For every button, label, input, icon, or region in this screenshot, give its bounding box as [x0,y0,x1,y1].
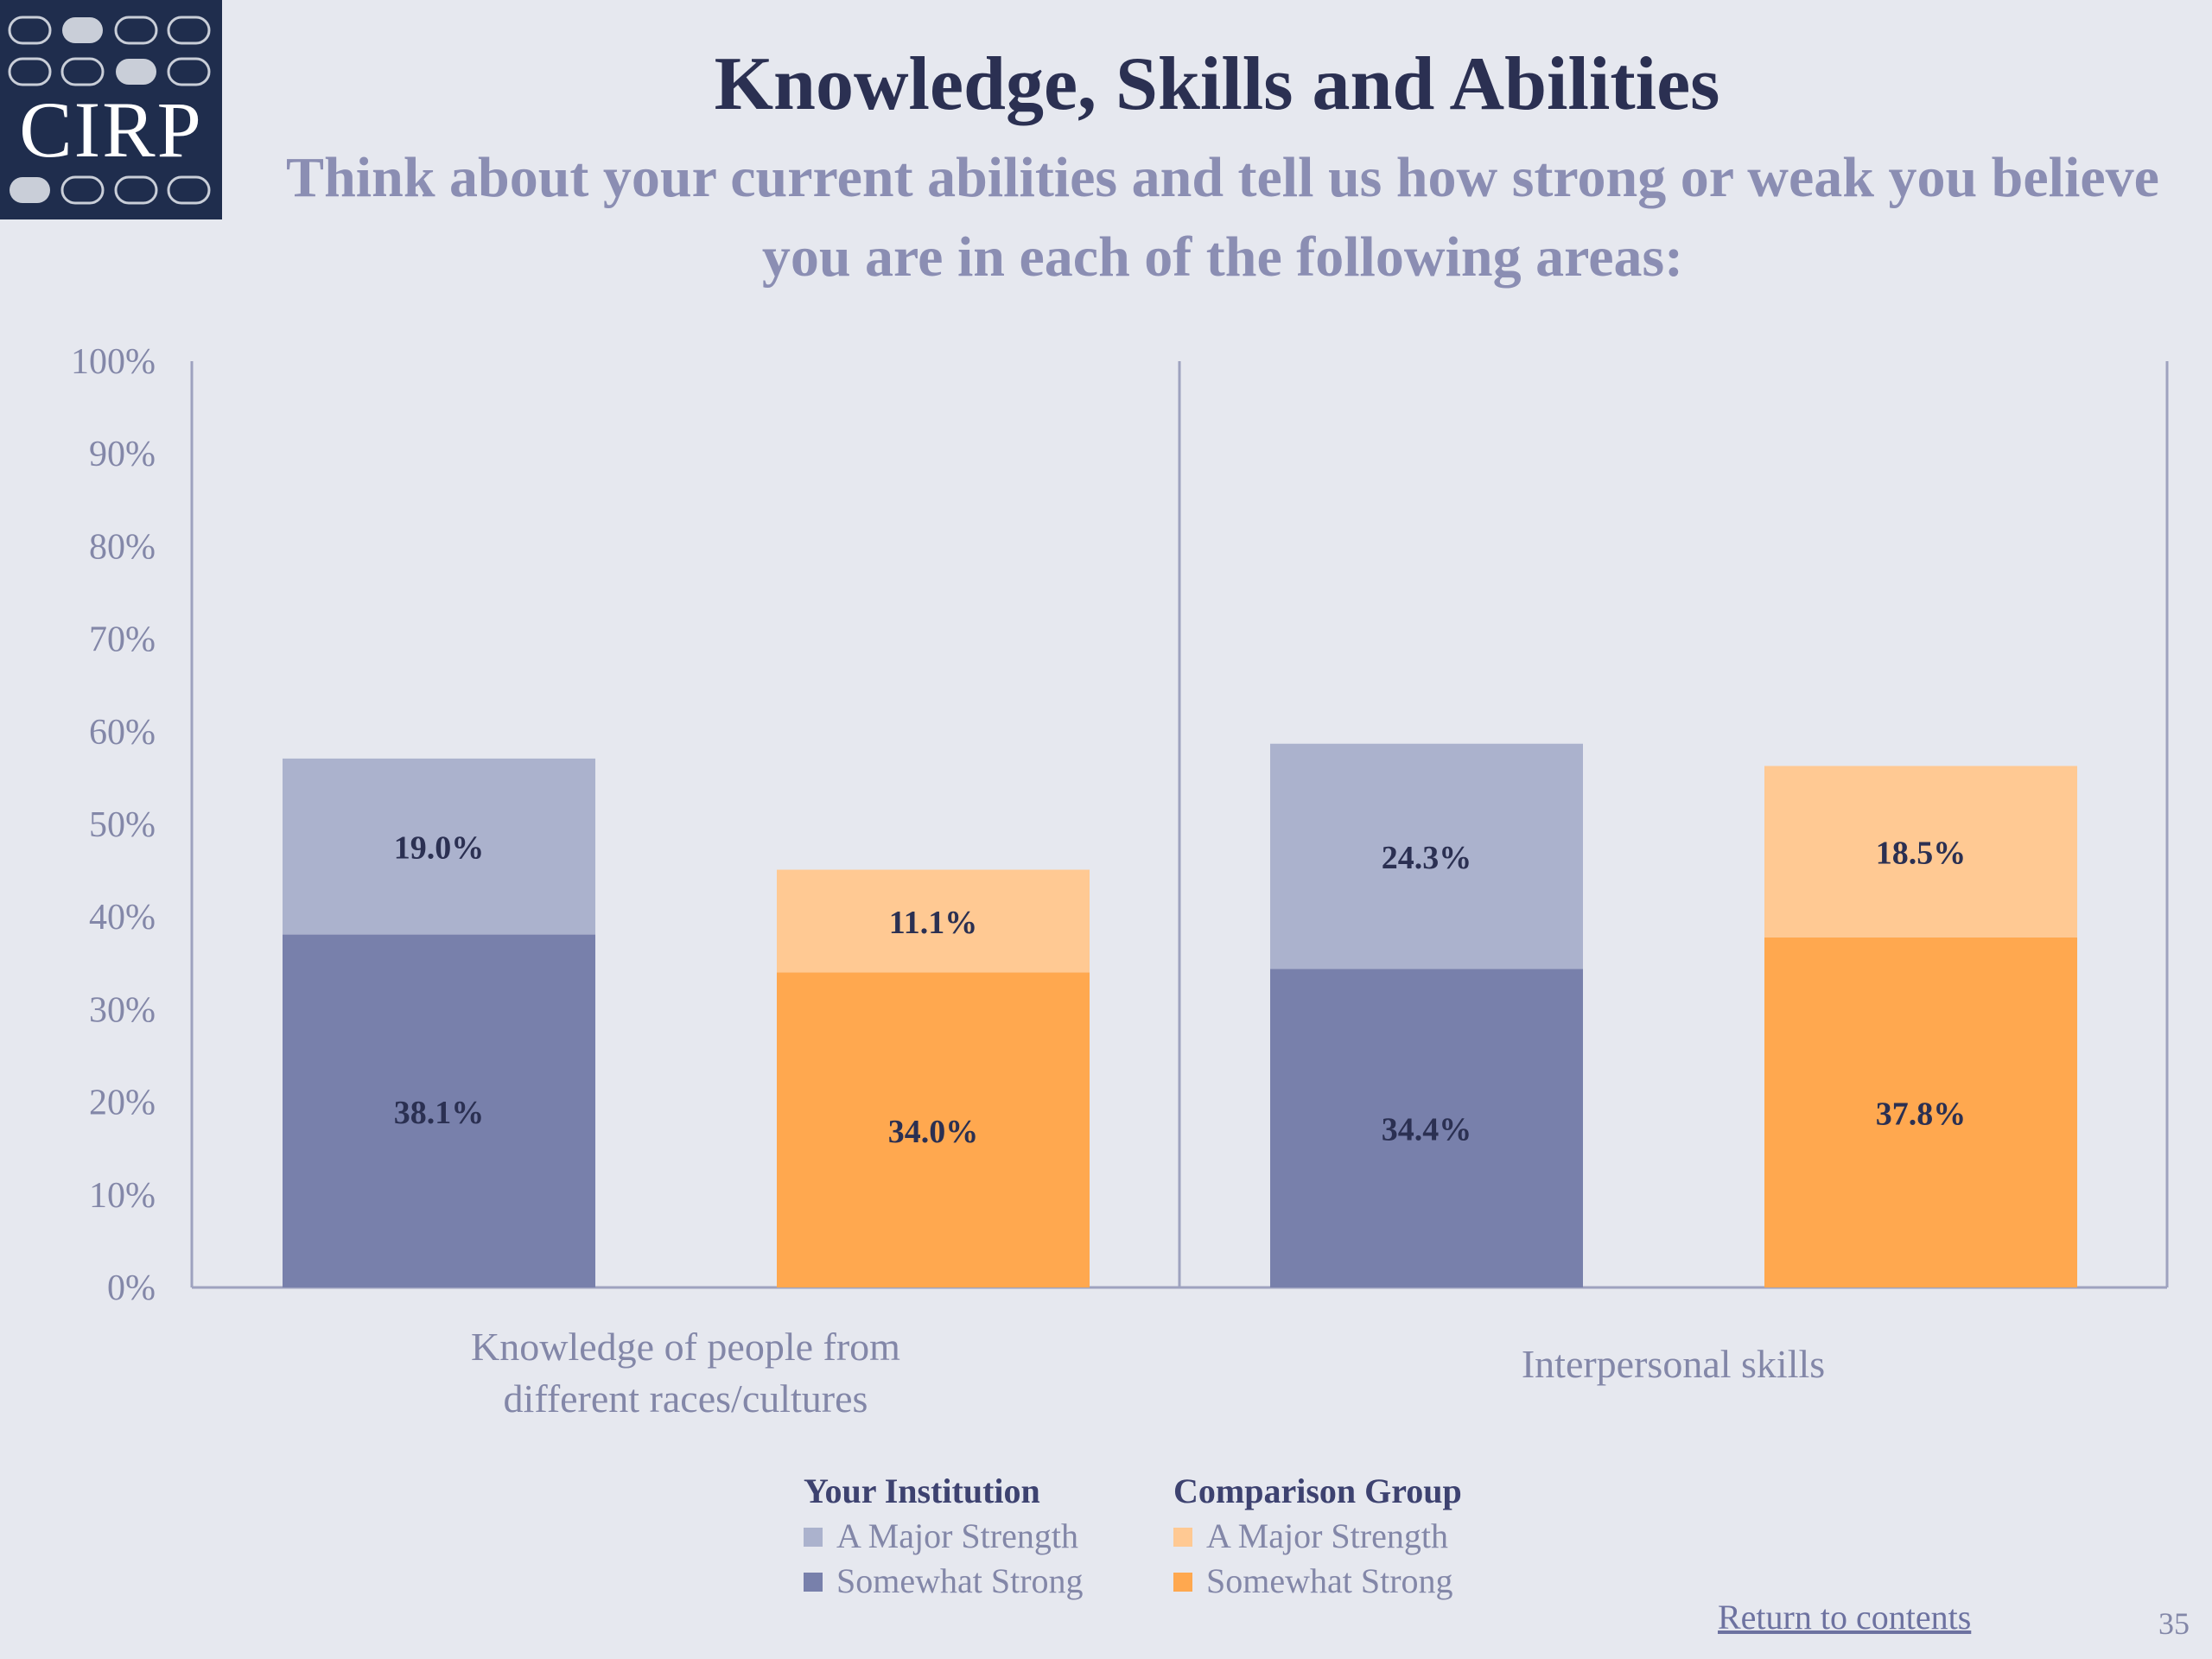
legend-item-somewhat-strong: Somewhat Strong [804,1559,1084,1604]
bar-segment [1270,743,1583,969]
data-label: 18.5% [1876,836,1967,872]
bar-segment [777,869,1090,973]
y-tick-label: 0% [107,1268,156,1308]
stacked-bar-chart: 0% 10% 20% 30% 40% 50% 60% 70% 80% 90% 100% 38.1% 19… [71,342,2169,1421]
legend-swatch [804,1528,823,1547]
bar-segment [777,972,1090,1287]
data-label: 19.0% [394,830,485,867]
legend-label: A Major Strength [1206,1516,1448,1555]
category-label: Interpersonal skills [1522,1342,1825,1386]
bar-segment [283,934,595,1287]
legend-your-institution: Your Institution A Major Strength Somewh… [804,1469,1084,1604]
legend-item-major-strength: A Major Strength [804,1514,1084,1559]
y-tick-label: 20% [89,1084,156,1123]
data-label: 11.1% [889,905,977,941]
legend-label: Somewhat Strong [1206,1561,1453,1600]
cirp-logo: CIRP [0,0,222,219]
legend-group-title: Your Institution [804,1471,1040,1510]
legend-comparison-group: Comparison Group A Major Strength Somewh… [1173,1469,1462,1604]
legend-group-title: Comparison Group [1173,1471,1462,1510]
legend-swatch [1173,1573,1192,1592]
bar-segment [283,758,595,935]
y-tick-label: 80% [89,527,156,567]
logo-pills-icon [8,16,211,205]
y-tick-label: 100% [71,342,156,382]
return-to-contents-link[interactable]: Return to contents [1718,1598,1972,1637]
legend-label: A Major Strength [836,1516,1078,1555]
legend-label: Somewhat Strong [836,1561,1084,1600]
category-label: Knowledge of people from [471,1325,900,1369]
data-label: 37.8% [1876,1096,1967,1132]
data-label: 34.4% [1382,1112,1472,1148]
legend-item-major-strength: A Major Strength [1173,1514,1462,1559]
legend-swatch [804,1573,823,1592]
y-tick-label: 70% [89,620,156,660]
legend-swatch [1173,1528,1192,1547]
data-label: 24.3% [1382,840,1472,876]
y-tick-label: 60% [89,713,156,753]
y-tick-label: 90% [89,435,156,474]
page-number: 35 [2158,1606,2190,1641]
page-title: Knowledge, Skills and Abilities [714,42,1720,126]
bar-segment [1764,766,2077,938]
logo-text: CIRP [19,86,203,174]
y-tick-label: 50% [89,805,156,845]
data-label: 34.0% [888,1114,979,1150]
y-tick-label: 30% [89,990,156,1030]
y-tick-label: 10% [89,1176,156,1216]
page-subtitle: Think about your current abilities and t… [286,146,2159,289]
bar-segment [1764,937,2077,1287]
category-label: different races/cultures [504,1376,868,1421]
legend-item-somewhat-strong: Somewhat Strong [1173,1559,1462,1604]
y-tick-label: 40% [89,898,156,938]
bar-segment [1270,969,1583,1287]
data-label: 38.1% [394,1095,485,1131]
